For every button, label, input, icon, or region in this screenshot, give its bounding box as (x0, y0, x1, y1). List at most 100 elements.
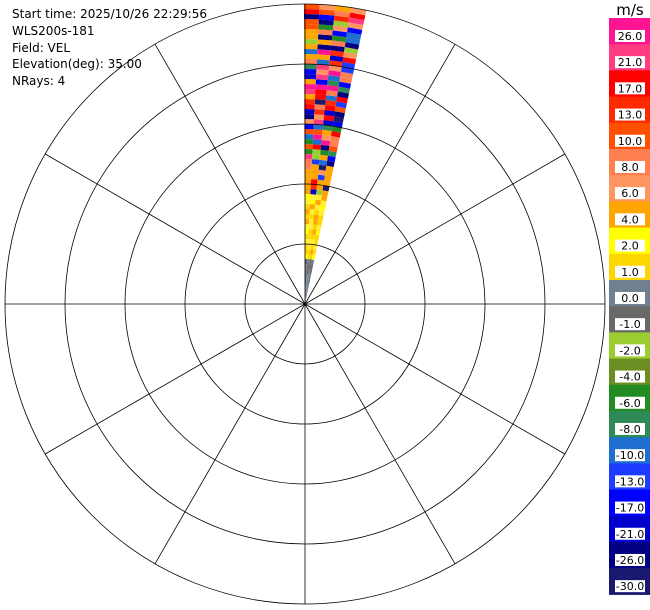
velocity-gate (327, 75, 341, 82)
velocity-gate (304, 94, 316, 100)
colorbar-tick-bg (615, 475, 645, 488)
velocity-gate (338, 81, 352, 89)
velocity-gate (309, 209, 315, 215)
velocity-gate (321, 134, 332, 141)
velocity-gate (304, 169, 312, 175)
velocity-gate (325, 165, 334, 172)
velocity-gate (308, 274, 312, 280)
velocity-gate (318, 29, 333, 36)
velocity-gate (315, 79, 328, 86)
colorbar-tick-label: -10.0 (616, 449, 644, 462)
velocity-gate (316, 64, 330, 71)
azimuth-spoke (304, 303, 566, 455)
velocity-gate (314, 104, 326, 110)
colorbar-tick-bg (615, 239, 645, 252)
velocity-gate (321, 139, 331, 146)
velocity-gate (304, 129, 314, 135)
velocity-gate (334, 106, 346, 114)
colorbar-tick: 4.0 (615, 213, 645, 226)
velocity-gate (314, 109, 325, 115)
velocity-gate (304, 69, 317, 75)
velocity-gate (304, 89, 316, 95)
velocity-gate (311, 174, 319, 180)
colorbar-tick: 17.0 (615, 82, 645, 95)
velocity-gate (333, 15, 350, 23)
azimuth-spoke (154, 303, 306, 565)
velocity-gate (311, 164, 320, 170)
colorbar-tick-bg (615, 580, 645, 593)
velocity-gate (346, 32, 362, 40)
velocity-gate (304, 234, 309, 240)
velocity-gate (324, 105, 336, 112)
instrument-label: WLS200s-181 (12, 23, 95, 38)
velocity-gate (350, 7, 367, 16)
colorbar-tick: -10.0 (615, 449, 645, 462)
velocity-gate (315, 94, 327, 101)
velocity-gate (308, 219, 314, 225)
velocity-gate (304, 44, 318, 50)
velocity-gate (304, 59, 317, 65)
velocity-gate (307, 254, 311, 260)
velocity-gate (326, 85, 339, 92)
scan-info: Start time: 2025/10/26 22:29:56 WLS200s-… (12, 6, 207, 90)
velocity-gate (325, 95, 338, 102)
velocity-gate (314, 239, 319, 246)
colorbar-tick-label: -13.0 (616, 475, 644, 488)
velocity-gate (317, 34, 333, 41)
velocity-gate (335, 101, 347, 109)
colorbar-tick-label: -17.0 (616, 502, 644, 515)
colorbar-tick-bg (615, 56, 645, 69)
azimuth-spoke (44, 303, 306, 455)
colorbar-tick-bg (615, 29, 645, 42)
nrays-label: NRays: 4 (12, 74, 66, 89)
velocity-gate (304, 229, 309, 235)
velocity-gate (318, 19, 334, 26)
velocity-gate (305, 284, 308, 290)
velocity-gate (310, 179, 318, 185)
velocity-gate (311, 239, 315, 245)
velocity-gate (314, 209, 320, 216)
velocity-gate (309, 214, 315, 220)
velocity-gate (308, 264, 312, 270)
velocity-gate (315, 194, 322, 201)
velocity-gate (307, 284, 310, 290)
velocity-gate (331, 131, 341, 138)
colorbar-tick-label: 8.0 (621, 161, 639, 174)
velocity-gate (315, 89, 327, 96)
velocity-gate (314, 204, 321, 211)
colorbar-tick: -26.0 (615, 553, 645, 567)
velocity-gate (320, 144, 330, 151)
velocity-gate (314, 99, 326, 106)
velocity-gate (348, 17, 365, 26)
velocity-gate (304, 174, 312, 180)
velocity-gate (304, 84, 316, 90)
colorbar-tick: -17.0 (615, 501, 645, 515)
velocity-gate (304, 204, 310, 210)
colorbar-tick-bg (615, 291, 645, 304)
velocity-gate (304, 199, 311, 205)
velocity-gate (307, 249, 311, 255)
velocity-gate (304, 54, 318, 60)
velocity-gate (304, 34, 319, 40)
colorbar-tick: -1.0 (615, 318, 645, 331)
colorbar-tick-label: 17.0 (618, 82, 643, 95)
azimuth-spoke (44, 153, 306, 305)
velocity-gate (334, 111, 345, 119)
velocity-gate (305, 294, 307, 300)
velocity-gate (305, 279, 308, 285)
velocity-gate (331, 126, 342, 133)
velocity-gate (307, 279, 309, 285)
velocity-gate (317, 39, 332, 46)
colorbar-unit-label: m/s (616, 1, 644, 19)
velocity-gate (310, 184, 318, 190)
velocity-gate (315, 84, 328, 91)
velocity-gate (321, 190, 329, 197)
velocity-gate (319, 4, 336, 11)
velocity-gate (324, 109, 335, 117)
velocity-gate (304, 154, 313, 160)
velocity-gate (306, 269, 309, 275)
velocity-gate (337, 86, 350, 94)
colorbar-tick: -6.0 (615, 396, 645, 410)
velocity-gate (315, 199, 322, 206)
